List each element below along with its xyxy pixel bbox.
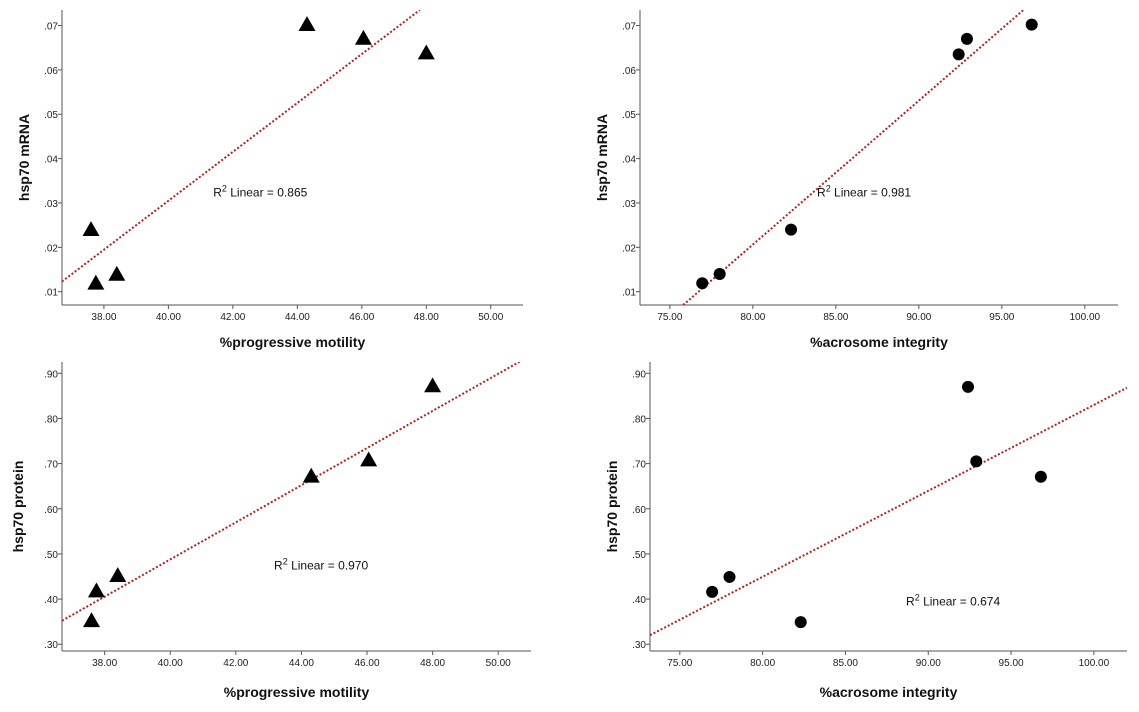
data-point-triangle [298,16,316,32]
x-tick-label: 90.00 [906,312,931,323]
x-tick-label: 42.00 [220,312,245,323]
y-tick-label: .01 [44,288,58,299]
y-tick-label: .07 [622,22,636,33]
x-tick-label: 95.00 [999,658,1024,669]
y-tick-label: .05 [44,110,58,121]
data-point-circle [962,380,974,393]
y-tick-label: .05 [622,110,636,121]
y-axis-title: hsp70 protein [604,461,620,553]
x-tick-label: 50.00 [486,658,511,669]
data-point-circle [713,267,726,280]
x-tick-label: 40.00 [156,312,181,323]
x-tick-label: 44.00 [289,658,314,669]
y-tick-label: .70 [632,460,646,471]
y-tick-label: .90 [44,369,58,380]
y-tick-label: .30 [632,640,646,651]
y-tick-label: .06 [622,66,636,77]
y-tick-label: .04 [622,155,636,166]
data-point-circle [970,455,983,468]
fit-line [682,10,1025,305]
fit-line [650,386,1127,637]
y-tick-label: .02 [622,243,636,254]
x-tick-label: 85.00 [823,312,848,323]
chart-panel-1: 38.00 40.00 42.00 44.00 46.00 48.00 50.00 .01 .0… [16,10,523,350]
y-tick-label: .80 [44,414,58,425]
y-axis-title: hsp70 mRNA [594,114,610,201]
y-tick-label: .40 [44,595,58,606]
x-axis-title: %acrosome integrity [820,684,958,700]
x-tick-label: 46.00 [349,312,374,323]
data-point-triangle [354,29,372,45]
x-tick-label: 48.00 [420,658,445,669]
y-tick-label: .01 [622,288,636,299]
x-axis-title: %progressive motility [224,684,370,700]
y-tick-label: .80 [632,414,646,425]
y-tick-label: .30 [44,640,58,651]
y-tick-label: .50 [632,550,646,561]
y-tick-label: .50 [44,550,58,561]
data-point-circle [1025,18,1038,31]
data-point-circle [794,616,807,629]
y-tick-label: .04 [44,155,58,166]
y-tick-label: .90 [632,369,646,380]
fit-line [62,10,421,283]
data-point-circle [960,32,973,45]
r2-annotation: R2 Linear = 0.970 [274,556,368,572]
y-tick-label: .03 [622,199,636,210]
x-tick-label: 50.00 [478,312,503,323]
y-tick-label: .02 [44,243,58,254]
y-tick-label: .40 [632,595,646,606]
x-axis-title: %acrosome integrity [810,334,948,350]
y-tick-label: .60 [44,505,58,516]
x-tick-label: 38.00 [91,312,116,323]
chart-panel-2: 75.00 80.00 85.00 90.00 95.00 100.00 .01 .02 .03… [594,10,1118,350]
y-axis-title: hsp70 mRNA [16,114,32,201]
x-tick-label: 100.00 [1070,312,1101,323]
x-tick-label: 48.00 [414,312,439,323]
y-tick-label: .60 [632,505,646,516]
y-tick-label: .03 [44,199,58,210]
x-tick-label: 75.00 [657,312,682,323]
chart-panel-4: 75.00 80.00 85.00 90.00 95.00 100.00 .30 .40 .50… [604,362,1127,700]
data-point-circle [1034,470,1047,483]
data-point-triangle [108,265,126,281]
x-tick-label: 80.00 [740,312,765,323]
y-axis-title: hsp70 protein [10,461,26,553]
x-tick-label: 38.00 [92,658,117,669]
y-tick-label: .07 [44,22,58,33]
r2-annotation: R2 Linear = 0.865 [213,183,307,199]
chart-panel-3: 38.00 40.00 42.00 44.00 46.00 48.00 50.00 .30 .4… [10,362,531,700]
data-point-triangle [302,467,320,483]
data-point-triangle [82,221,100,236]
data-point-triangle [87,582,105,598]
x-tick-label: 46.00 [354,658,379,669]
x-axis-title: %progressive motility [220,334,366,350]
x-tick-label: 75.00 [667,658,692,669]
x-tick-label: 44.00 [285,312,310,323]
x-tick-label: 85.00 [833,658,858,669]
data-point-circle [952,48,965,61]
y-tick-label: .06 [44,66,58,77]
x-tick-label: 42.00 [223,658,248,669]
data-point-circle [696,277,709,290]
y-tick-label: .70 [44,460,58,471]
x-tick-label: 40.00 [158,658,183,669]
x-tick-label: 90.00 [916,658,941,669]
x-tick-label: 95.00 [989,312,1014,323]
x-tick-label: 100.00 [1079,658,1110,669]
data-point-triangle [424,377,442,393]
data-point-circle [785,223,798,236]
r2-annotation: R2 Linear = 0.981 [817,183,911,199]
data-point-circle [706,585,719,598]
data-point-triangle [360,451,378,467]
data-point-triangle [109,567,127,582]
data-point-triangle [83,612,101,628]
data-point-triangle [417,44,435,60]
r2-annotation: R2 Linear = 0.674 [906,592,1000,608]
data-point-triangle [87,274,105,290]
data-point-circle [723,570,736,583]
x-tick-label: 80.00 [750,658,775,669]
fit-line [62,362,522,622]
